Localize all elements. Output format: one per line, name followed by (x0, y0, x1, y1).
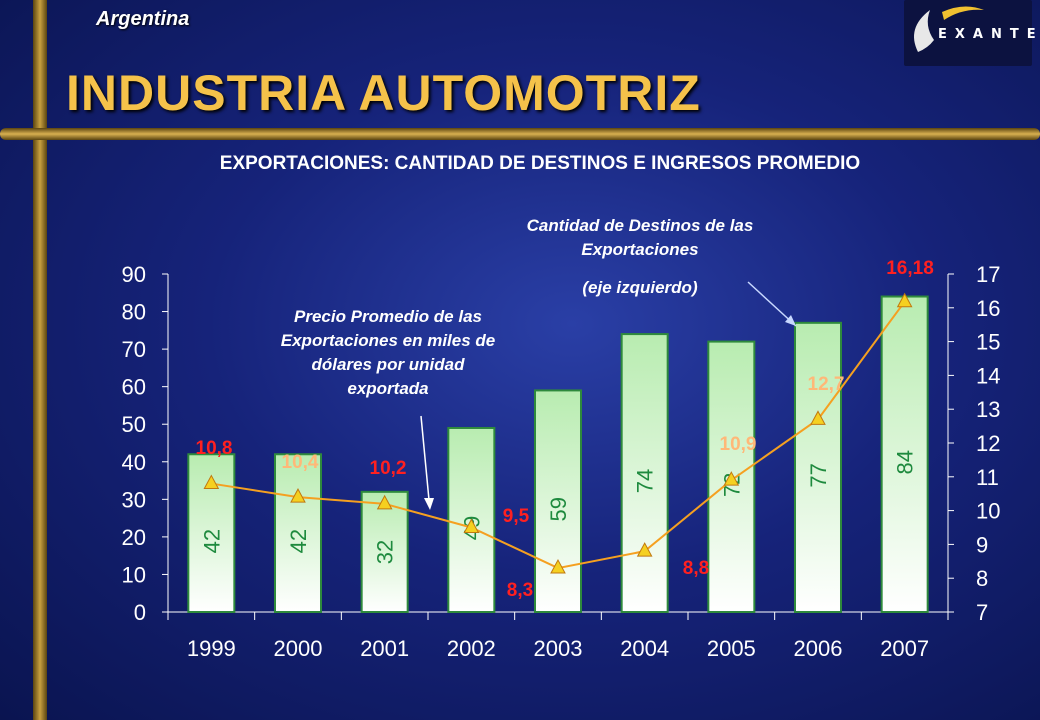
bar-value-label: 77 (806, 463, 831, 487)
bar-value-label: 84 (893, 450, 918, 474)
line-annotation-line-1: Precio Promedio de las (293, 307, 482, 326)
exante-logo (904, 0, 1032, 66)
price-marker (723, 471, 740, 486)
logo-swoosh-icon (914, 6, 984, 52)
price-marker (290, 488, 306, 503)
line-annotation: Precio Promedio de las Exportaciones en … (218, 305, 558, 401)
x-tick-label: 2005 (707, 636, 756, 661)
bar (794, 321, 842, 613)
price-value-label: 10,8 (196, 438, 233, 459)
x-tick-label: 2002 (447, 636, 496, 661)
bars-annotation-line-1: Cantidad de Destinos de las (526, 216, 754, 235)
bar-value-label: 74 (633, 469, 658, 493)
line-annotation-line-3: dólares por unidad (311, 355, 465, 374)
price-marker (810, 410, 826, 425)
left-tick-label: 30 (122, 487, 146, 512)
bars-annotation: Cantidad de Destinos de las Exportacione… (460, 214, 820, 300)
line-annotation-arrow (420, 415, 430, 501)
price-value-label: 10,2 (370, 458, 407, 479)
bars-annotation-arrowhead (785, 315, 796, 326)
left-tick-label: 70 (122, 337, 146, 362)
bar (880, 295, 929, 613)
left-tick-label: 50 (122, 412, 146, 437)
line-annotation-arrowhead (424, 498, 434, 510)
price-marker (636, 542, 653, 557)
price-marker (376, 494, 393, 510)
price-value-label: 12,7 (808, 374, 845, 395)
x-tick-label: 2006 (794, 636, 843, 661)
x-tick-label: 2003 (534, 636, 583, 661)
left-tick-label: 80 (122, 300, 146, 325)
country-label: Argentina (96, 8, 190, 30)
x-tick-label: 2001 (360, 636, 409, 661)
right-tick-label: 15 (976, 330, 1000, 355)
left-tick-label: 90 (122, 262, 146, 287)
header-divider (0, 128, 1040, 140)
right-tick-label: 13 (976, 397, 1000, 422)
left-decorative-bar (33, 0, 47, 720)
price-value-label: 9,5 (503, 506, 530, 527)
left-tick-label: 60 (122, 375, 146, 400)
bar (534, 389, 582, 613)
x-tick-label: 1999 (187, 636, 236, 661)
right-tick-label: 8 (976, 566, 988, 591)
price-value-label: 10,4 (282, 452, 319, 473)
left-tick-label: 20 (122, 525, 146, 550)
right-tick-label: 16 (976, 296, 1000, 321)
logo-wordmark: EXANTE (938, 27, 1040, 42)
bar-value-label: 42 (199, 529, 224, 553)
price-value-label: 16,18 (886, 258, 934, 279)
price-marker (463, 518, 480, 533)
left-tick-label: 40 (122, 450, 146, 475)
x-tick-label: 2007 (880, 636, 929, 661)
line-annotation-line-4: exportada (347, 379, 429, 398)
x-tick-label: 2004 (620, 636, 669, 661)
bars-annotation-line-2: Exportaciones (581, 240, 699, 259)
right-tick-label: 9 (976, 532, 988, 557)
price-marker (550, 559, 566, 574)
right-tick-label: 12 (976, 431, 1000, 456)
right-tick-label: 17 (976, 262, 1000, 287)
price-value-label: 8,8 (683, 558, 709, 579)
bar (620, 333, 669, 613)
right-tick-label: 7 (976, 600, 988, 625)
chart-title: EXPORTACIONES: CANTIDAD DE DESTINOS E IN… (219, 153, 861, 174)
price-value-label: 10,9 (720, 434, 757, 455)
right-tick-label: 14 (976, 363, 1000, 388)
left-tick-label: 0 (134, 600, 146, 625)
bar (274, 453, 322, 613)
bars-annotation-line-3: (eje izquierdo) (582, 278, 698, 297)
price-value-label: 8,3 (507, 580, 533, 601)
bar (360, 490, 409, 614)
bar-value-label: 42 (286, 529, 311, 553)
price-marker (203, 474, 220, 490)
price-marker (896, 292, 913, 308)
left-tick-label: 10 (122, 562, 146, 587)
page-title: INDUSTRIA AUTOMOTRIZ (66, 65, 701, 121)
right-tick-label: 10 (976, 499, 1000, 524)
line-annotation-line-2: Exportaciones en miles de (280, 331, 496, 350)
x-tick-label: 2000 (274, 636, 323, 661)
bar-value-label: 32 (373, 540, 398, 564)
right-tick-label: 11 (976, 465, 999, 490)
bar-value-label: 59 (546, 497, 571, 521)
